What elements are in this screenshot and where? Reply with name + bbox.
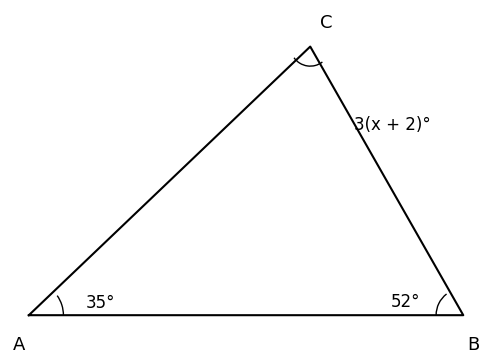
Text: B: B (466, 337, 478, 354)
Text: C: C (320, 15, 332, 32)
Text: 52°: 52° (390, 293, 420, 311)
Text: A: A (13, 337, 25, 354)
Text: 35°: 35° (86, 294, 115, 312)
Text: 3(x + 2)°: 3(x + 2)° (353, 116, 429, 134)
